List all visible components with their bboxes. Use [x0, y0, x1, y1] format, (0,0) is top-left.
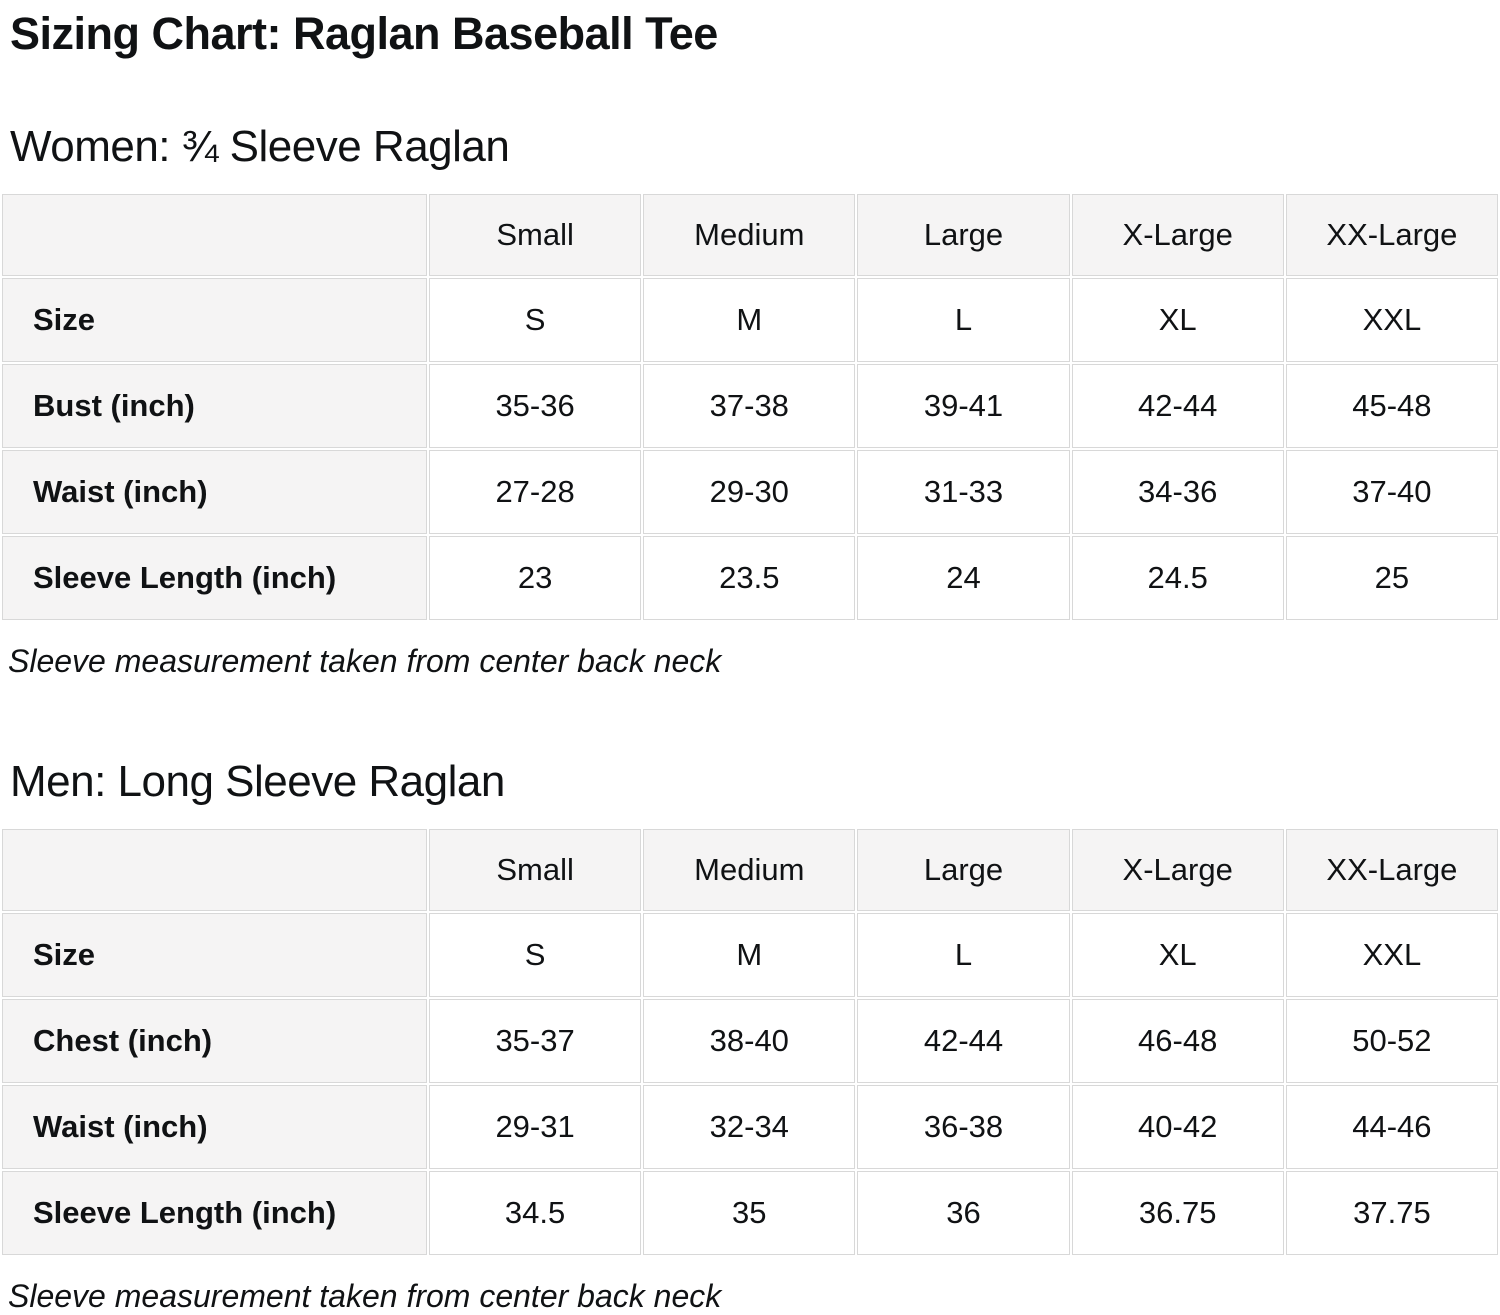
table-cell: 44-46: [1285, 1085, 1498, 1170]
corner-cell: [2, 194, 427, 277]
women-section-heading: Women: ¾ Sleeve Raglan: [10, 121, 510, 171]
table-cell: 29-31: [428, 1085, 642, 1170]
column-header-xx-large: XX-Large: [1285, 829, 1498, 912]
table-cell: L: [857, 913, 1070, 998]
table-cell: 45-48: [1285, 364, 1498, 449]
women-section: Women: ¾ Sleeve Raglan Small Medium Larg…: [0, 122, 1500, 681]
table-cell: 24: [857, 536, 1070, 621]
table-cell: 40-42: [1071, 1085, 1284, 1170]
table-cell: S: [428, 278, 642, 363]
table-cell: 31-33: [857, 450, 1070, 535]
table-cell: S: [428, 913, 642, 998]
women-table-header-row: Small Medium Large X-Large XX-Large: [2, 194, 1498, 277]
column-header-large: Large: [857, 194, 1070, 277]
table-cell: XL: [1071, 278, 1284, 363]
table-cell: 25: [1285, 536, 1498, 621]
table-cell: 24.5: [1071, 536, 1284, 621]
table-cell: 35-37: [428, 999, 642, 1084]
table-cell: 42-44: [857, 999, 1070, 1084]
table-cell: 37.75: [1285, 1171, 1498, 1256]
row-label-size: Size: [2, 913, 427, 998]
table-row-size: Size S M L XL XXL: [2, 913, 1498, 998]
table-cell: 37-40: [1285, 450, 1498, 535]
table-cell: 29-30: [643, 450, 856, 535]
column-header-medium: Medium: [643, 194, 856, 277]
table-cell: XL: [1071, 913, 1284, 998]
table-cell: 38-40: [643, 999, 856, 1084]
row-label-sleeve-length: Sleeve Length (inch): [2, 1171, 427, 1256]
table-cell: L: [857, 278, 1070, 363]
column-header-small: Small: [428, 829, 642, 912]
table-row-sleeve-length: Sleeve Length (inch) 23 23.5 24 24.5 25: [2, 536, 1498, 621]
column-header-large: Large: [857, 829, 1070, 912]
table-cell: 36: [857, 1171, 1070, 1256]
row-label-sleeve-length: Sleeve Length (inch): [2, 536, 427, 621]
table-cell: 32-34: [643, 1085, 856, 1170]
men-section: Men: Long Sleeve Raglan Small Medium Lar…: [0, 757, 1500, 1315]
table-row-size: Size S M L XL XXL: [2, 278, 1498, 363]
table-cell: 35: [643, 1171, 856, 1256]
table-cell: 23: [428, 536, 642, 621]
table-row-sleeve-length: Sleeve Length (inch) 34.5 35 36 36.75 37…: [2, 1171, 1498, 1256]
table-cell: 46-48: [1071, 999, 1284, 1084]
column-header-x-large: X-Large: [1071, 194, 1284, 277]
women-size-table: Small Medium Large X-Large XX-Large Size…: [0, 192, 1500, 622]
men-size-table: Small Medium Large X-Large XX-Large Size…: [0, 827, 1500, 1257]
row-label-bust: Bust (inch): [2, 364, 427, 449]
column-header-medium: Medium: [643, 829, 856, 912]
table-cell: XXL: [1285, 913, 1498, 998]
table-cell: 34.5: [428, 1171, 642, 1256]
row-label-waist: Waist (inch): [2, 450, 427, 535]
men-table-header-row: Small Medium Large X-Large XX-Large: [2, 829, 1498, 912]
men-section-heading: Men: Long Sleeve Raglan: [10, 756, 505, 806]
table-row-chest: Chest (inch) 35-37 38-40 42-44 46-48 50-…: [2, 999, 1498, 1084]
table-cell: 36-38: [857, 1085, 1070, 1170]
table-cell: 35-36: [428, 364, 642, 449]
table-cell: 39-41: [857, 364, 1070, 449]
women-footnote: Sleeve measurement taken from center bac…: [8, 643, 722, 680]
table-cell: 50-52: [1285, 999, 1498, 1084]
column-header-small: Small: [428, 194, 642, 277]
row-label-waist: Waist (inch): [2, 1085, 427, 1170]
corner-cell: [2, 829, 427, 912]
column-header-x-large: X-Large: [1071, 829, 1284, 912]
table-row-bust: Bust (inch) 35-36 37-38 39-41 42-44 45-4…: [2, 364, 1498, 449]
table-cell: 37-38: [643, 364, 856, 449]
row-label-chest: Chest (inch): [2, 999, 427, 1084]
men-footnote: Sleeve measurement taken from center bac…: [8, 1278, 722, 1315]
table-row-waist: Waist (inch) 27-28 29-30 31-33 34-36 37-…: [2, 450, 1498, 535]
table-cell: 23.5: [643, 536, 856, 621]
row-label-size: Size: [2, 278, 427, 363]
page-title: Sizing Chart: Raglan Baseball Tee: [10, 8, 718, 59]
table-cell: M: [643, 278, 856, 363]
table-cell: 42-44: [1071, 364, 1284, 449]
table-cell: 27-28: [428, 450, 642, 535]
table-cell: 34-36: [1071, 450, 1284, 535]
table-cell: XXL: [1285, 278, 1498, 363]
table-row-waist: Waist (inch) 29-31 32-34 36-38 40-42 44-…: [2, 1085, 1498, 1170]
column-header-xx-large: XX-Large: [1285, 194, 1498, 277]
table-cell: 36.75: [1071, 1171, 1284, 1256]
table-cell: M: [643, 913, 856, 998]
